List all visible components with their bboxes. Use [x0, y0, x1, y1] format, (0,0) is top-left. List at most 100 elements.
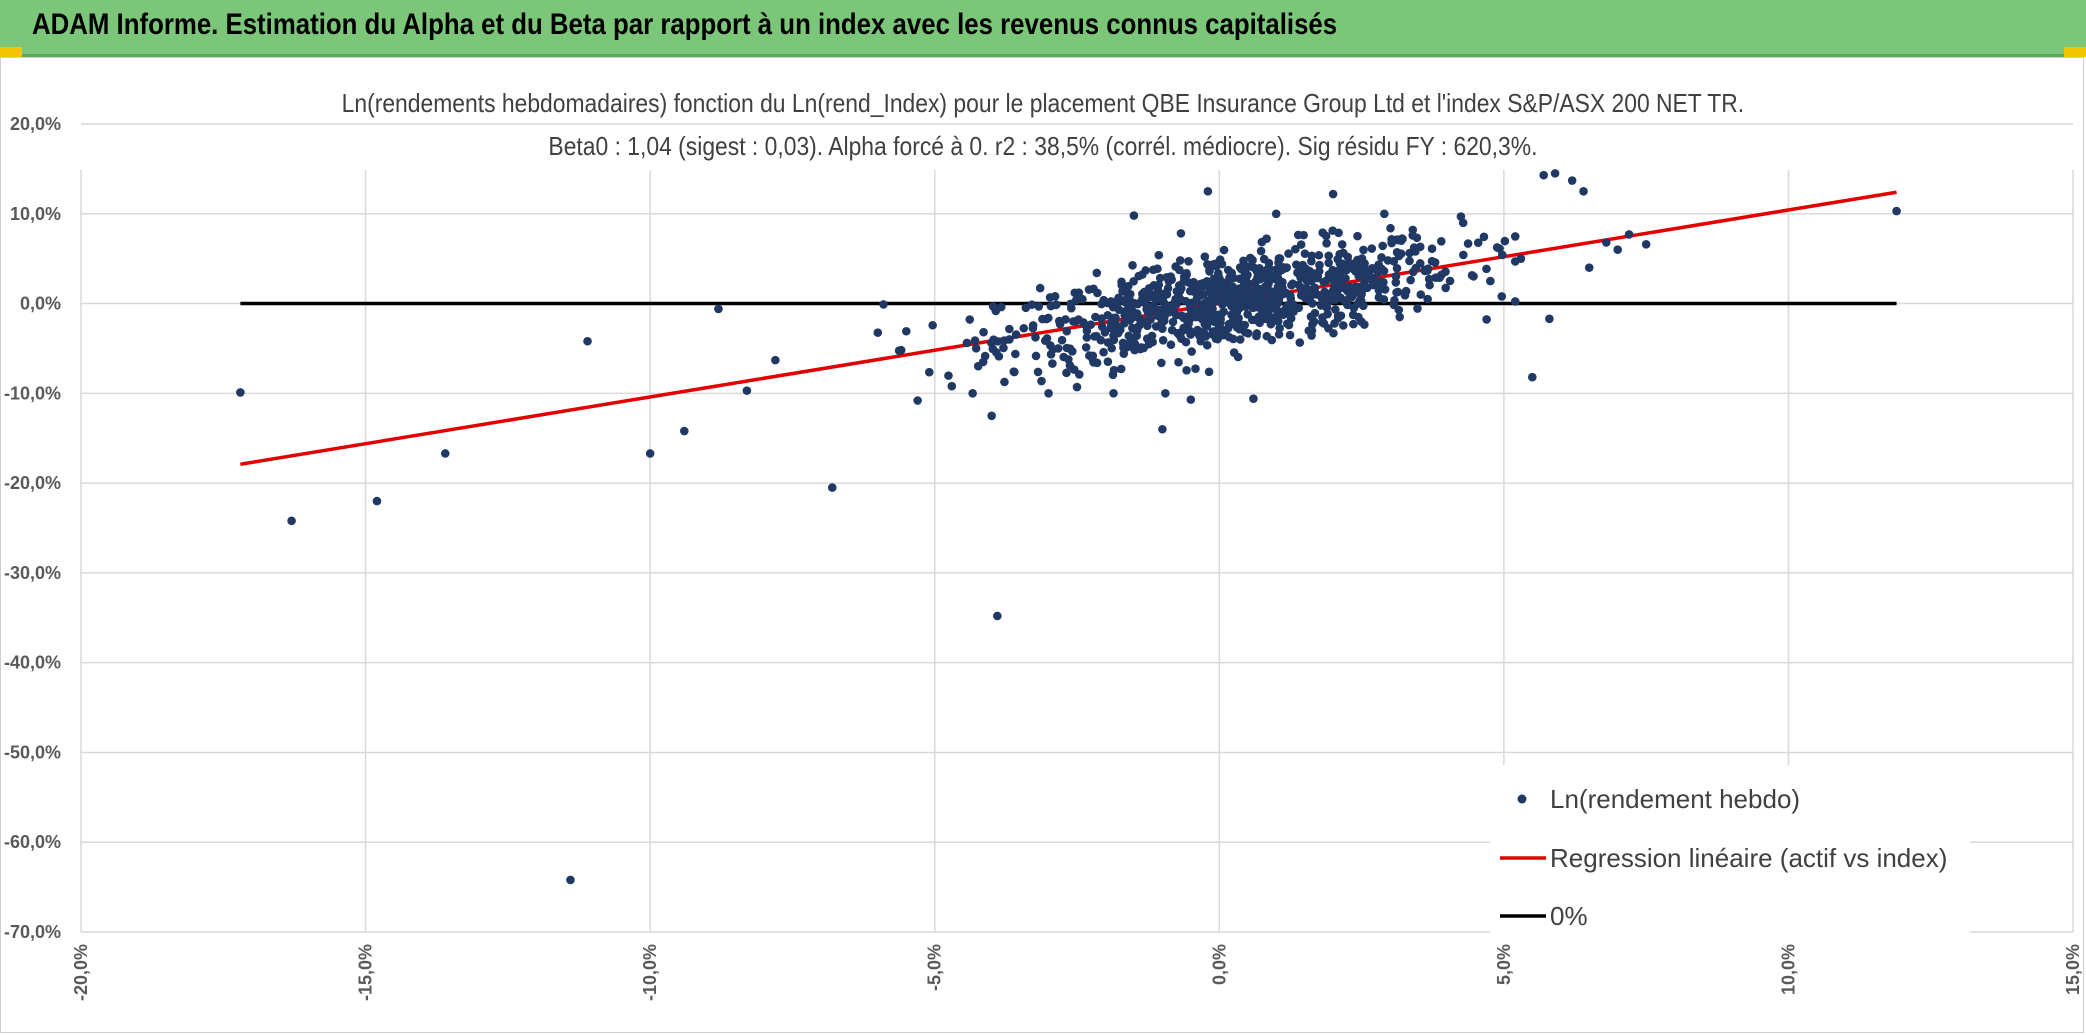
data-point	[1120, 297, 1130, 307]
data-point	[1200, 252, 1210, 261]
data-point	[1121, 315, 1131, 325]
data-point	[1171, 262, 1180, 271]
data-point	[1116, 364, 1126, 374]
data-point	[1602, 238, 1611, 247]
data-point	[1510, 232, 1520, 241]
data-point	[1248, 255, 1257, 265]
data-point	[1147, 331, 1157, 341]
legend-background	[1490, 765, 1970, 935]
legend-scatter-marker	[1517, 794, 1527, 804]
y-tick-label: 10,0%	[10, 204, 61, 224]
x-tick-label: -5,0%	[925, 944, 945, 991]
data-point	[1479, 232, 1489, 242]
data-point	[1225, 273, 1234, 282]
chart-frame	[0, 57, 2084, 1033]
data-point	[1193, 325, 1202, 335]
data-point	[1892, 206, 1901, 216]
data-point	[1376, 277, 1386, 286]
data-point	[1192, 294, 1202, 303]
data-point	[873, 328, 883, 337]
data-point	[1065, 361, 1075, 370]
data-point	[1230, 318, 1240, 328]
data-point	[1341, 265, 1351, 275]
data-point	[971, 343, 981, 353]
scatter-points	[236, 169, 1901, 885]
data-point	[1119, 349, 1129, 358]
data-point	[1035, 283, 1045, 293]
x-tick-label: 0,0%	[1209, 944, 1229, 985]
data-point	[1011, 330, 1021, 339]
data-point	[1613, 245, 1622, 254]
data-point	[1132, 309, 1142, 318]
data-point	[1184, 256, 1193, 266]
data-point	[1253, 269, 1263, 278]
data-point	[1233, 352, 1243, 362]
data-point	[1255, 318, 1264, 328]
data-point	[1176, 229, 1186, 238]
data-point	[1334, 228, 1343, 238]
data-point	[1111, 313, 1120, 322]
data-point	[1182, 268, 1191, 278]
data-point	[1379, 295, 1389, 304]
data-point	[1539, 170, 1548, 180]
data-point	[1324, 251, 1333, 261]
data-point	[1133, 299, 1142, 309]
data-point	[1242, 289, 1252, 298]
data-point	[1579, 187, 1588, 196]
data-point	[994, 352, 1004, 361]
data-point	[1119, 342, 1128, 352]
data-point	[1100, 328, 1110, 337]
data-point	[1053, 344, 1063, 353]
data-point	[1641, 240, 1651, 249]
data-point	[1204, 367, 1214, 377]
data-point	[1229, 334, 1238, 344]
data-point	[1099, 295, 1108, 305]
y-tick-label: -40,0%	[4, 653, 61, 673]
data-point	[1482, 264, 1491, 274]
data-point	[1321, 288, 1331, 298]
data-point	[1154, 250, 1164, 260]
data-point	[1348, 264, 1358, 274]
data-point	[947, 381, 957, 391]
data-point	[1263, 311, 1273, 320]
data-point	[1528, 372, 1537, 382]
y-tick-label: -20,0%	[4, 473, 61, 493]
data-point	[1158, 336, 1168, 345]
data-point	[1072, 382, 1082, 392]
data-point	[1347, 293, 1356, 302]
data-point	[1205, 267, 1214, 276]
data-point	[1435, 273, 1444, 283]
data-point	[1411, 263, 1421, 273]
y-axis-ticks: 20,0% 10,0% 0,0% -10,0% -20,0% -30,0% -40,0% -5…	[4, 114, 61, 942]
data-point	[987, 411, 996, 421]
data-point	[1274, 330, 1284, 339]
data-point	[1128, 260, 1137, 270]
data-point	[1367, 244, 1377, 253]
data-point	[1463, 239, 1473, 248]
data-point	[1302, 276, 1312, 286]
data-point	[1109, 331, 1118, 340]
data-point	[1197, 300, 1207, 310]
data-point	[1079, 318, 1088, 327]
data-point	[1161, 389, 1170, 398]
data-point	[1117, 277, 1126, 287]
data-point	[1285, 330, 1295, 340]
data-point	[1042, 334, 1052, 343]
data-point	[1005, 324, 1014, 334]
data-point	[1343, 300, 1352, 310]
data-point	[1149, 265, 1158, 275]
x-tick-label: -20,0%	[71, 944, 91, 1001]
data-point	[236, 388, 245, 397]
data-point	[988, 344, 998, 354]
data-point	[1152, 290, 1162, 299]
data-point	[1359, 301, 1368, 311]
data-point	[1031, 332, 1040, 342]
data-point	[1179, 323, 1188, 333]
data-point	[1339, 283, 1349, 293]
data-point	[1275, 254, 1285, 263]
legend-label: 0%	[1550, 901, 1588, 931]
data-point	[1390, 296, 1399, 305]
y-tick-label: -70,0%	[4, 922, 61, 942]
data-point	[1074, 288, 1084, 297]
